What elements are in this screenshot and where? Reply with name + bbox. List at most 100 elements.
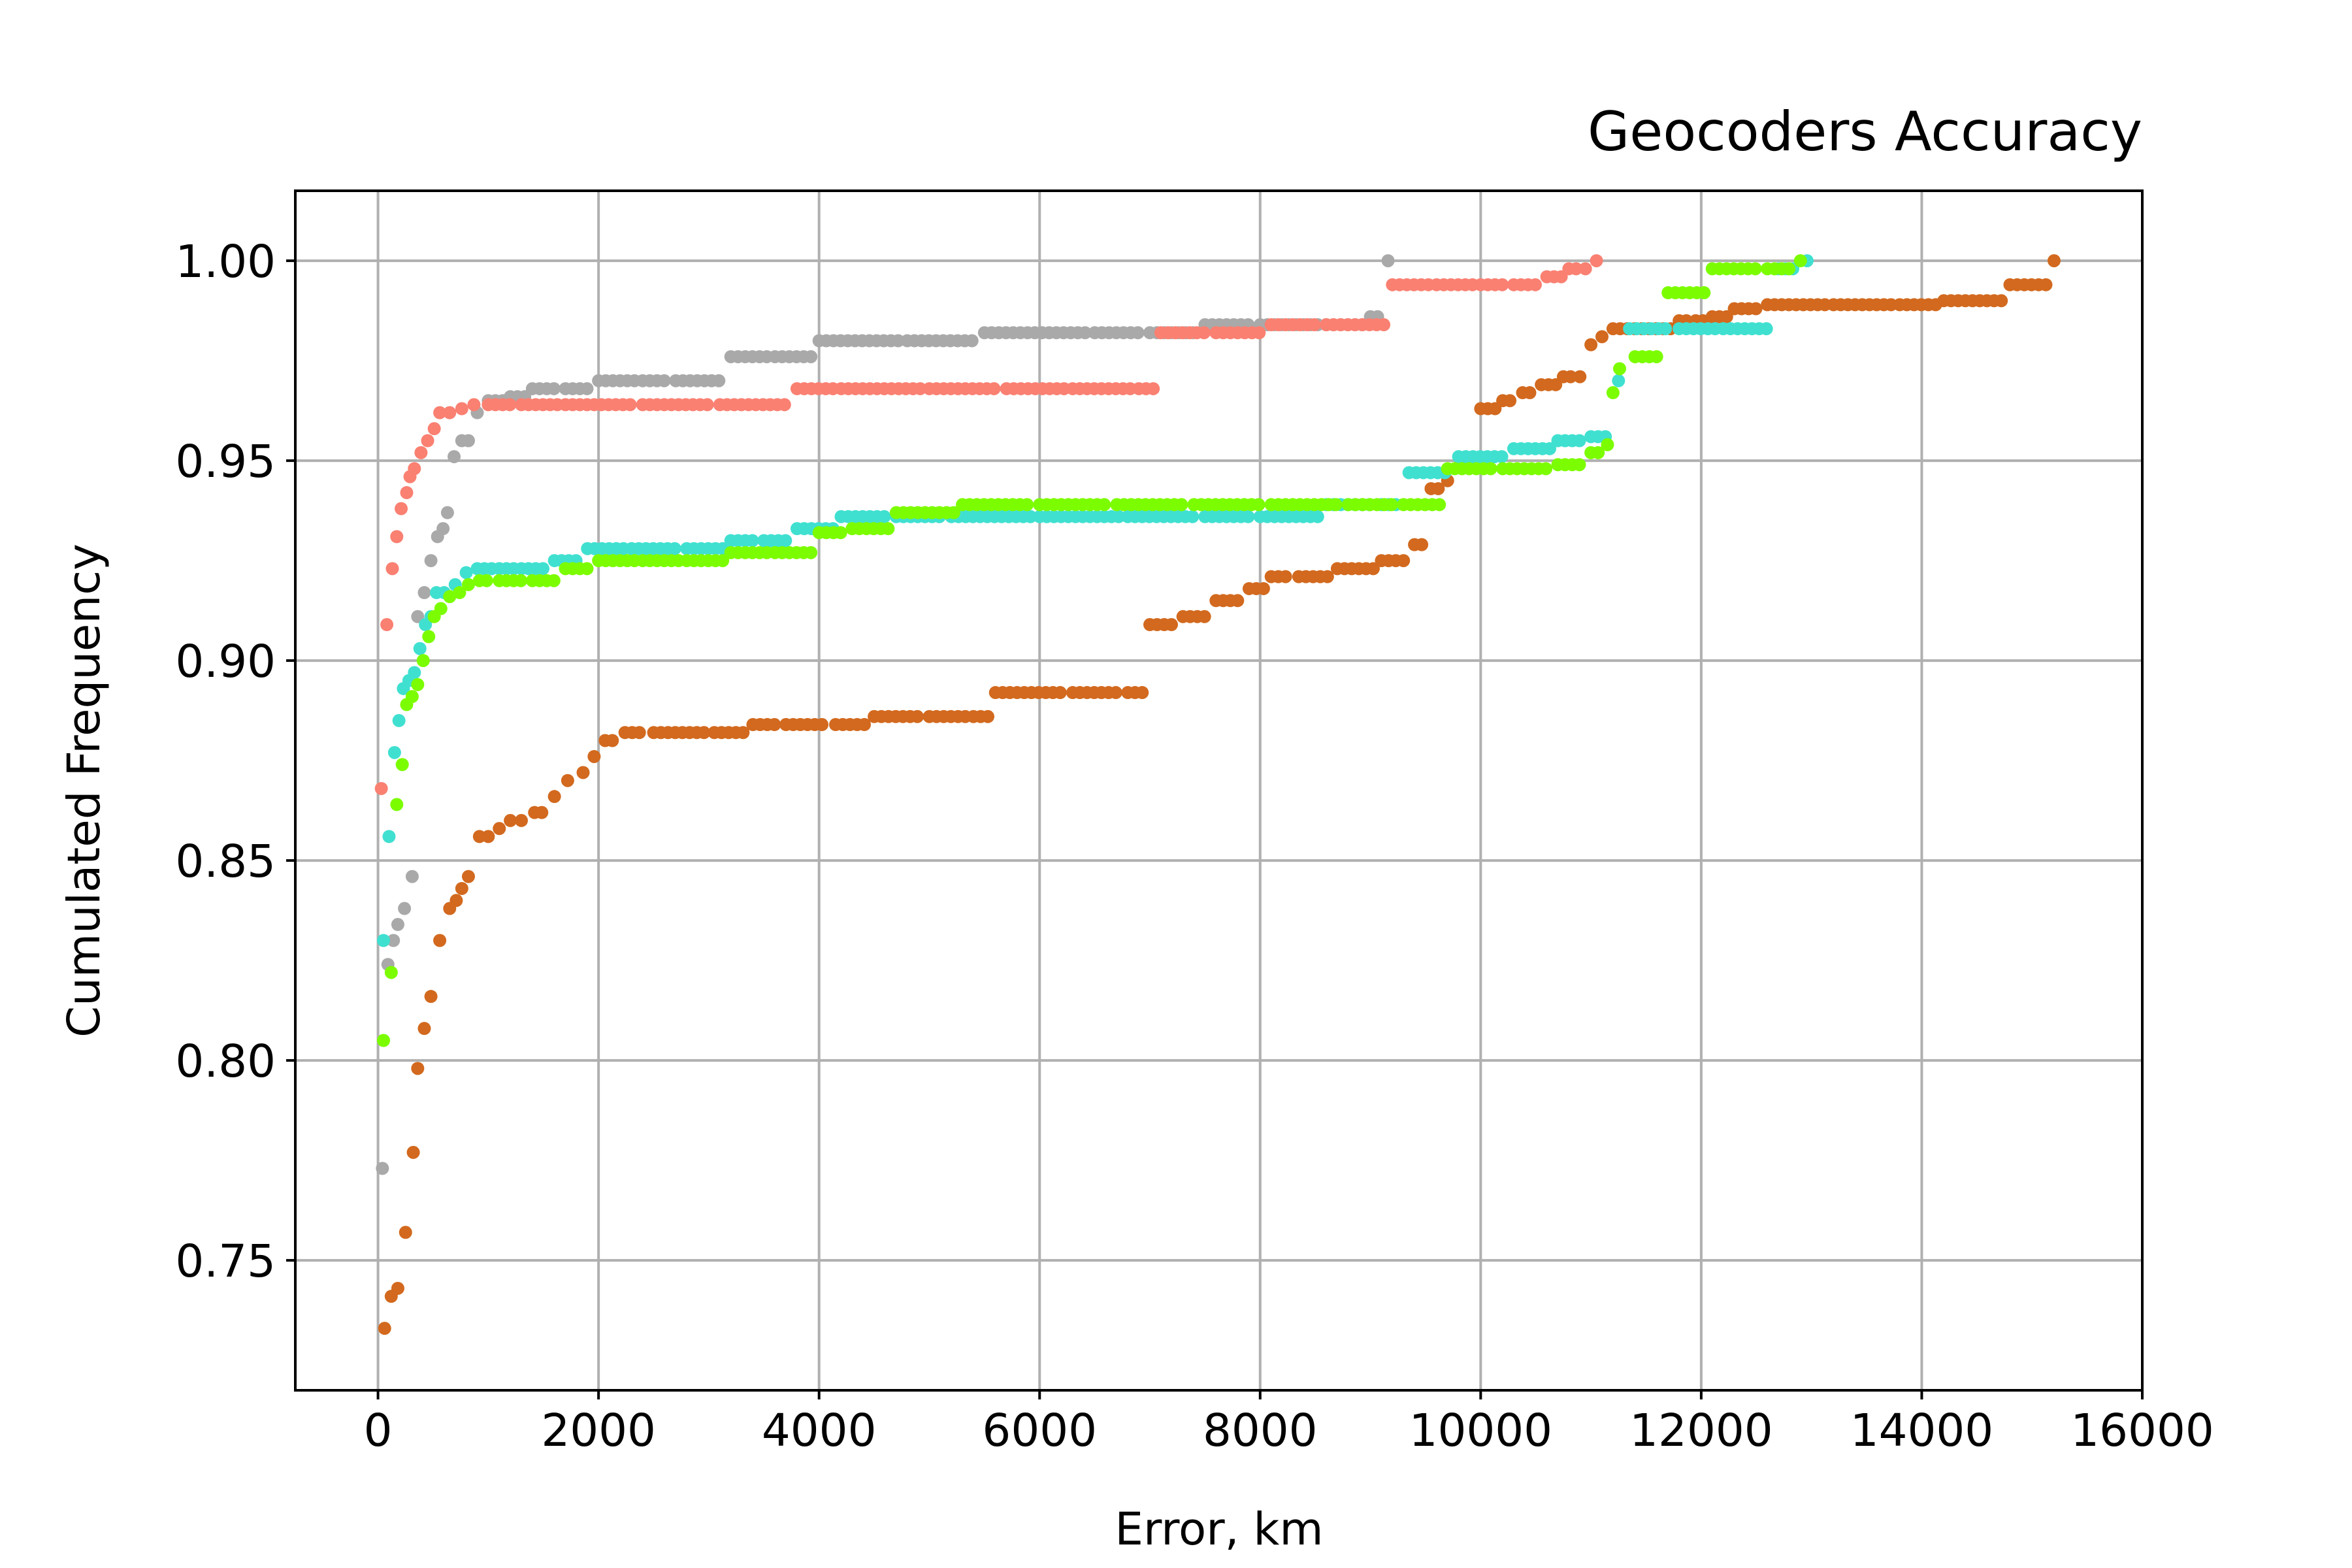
data-point-run	[1307, 318, 1321, 332]
data-point	[392, 713, 406, 727]
data-point-run	[1112, 510, 1126, 523]
data-point	[398, 902, 412, 915]
data-point	[374, 781, 388, 795]
data-point	[482, 830, 495, 843]
data-point-run	[981, 710, 994, 723]
data-point	[399, 1226, 412, 1239]
data-point-run	[1147, 382, 1160, 395]
data-point	[384, 966, 398, 979]
data-point-run	[1697, 286, 1711, 300]
series-2	[374, 254, 1603, 795]
data-point-run	[547, 574, 561, 587]
data-point-run	[2039, 278, 2053, 291]
data-point	[414, 446, 428, 459]
data-point-run	[1384, 498, 1398, 512]
data-point-run	[1573, 434, 1586, 448]
data-point	[1578, 262, 1592, 276]
data-point	[467, 398, 481, 412]
data-point-run	[1231, 594, 1245, 608]
x-tick-label: 16000	[2070, 1405, 2214, 1457]
data-point-run	[580, 562, 594, 576]
data-point	[461, 870, 475, 883]
data-point-run	[657, 374, 671, 387]
data-point-run	[1098, 498, 1111, 512]
series-0	[378, 254, 2061, 1335]
data-point	[417, 1022, 431, 1036]
data-point	[380, 618, 394, 632]
data-point	[408, 666, 421, 679]
data-point	[1573, 370, 1587, 384]
data-point	[408, 462, 421, 476]
data-point-run	[1539, 462, 1553, 476]
data-point	[1397, 554, 1411, 568]
x-tick-label: 0	[364, 1405, 393, 1457]
data-series	[374, 254, 2061, 1335]
data-point-run	[1659, 322, 1673, 336]
data-point-run	[1241, 510, 1255, 523]
x-axis-label: Error, km	[1115, 1503, 1323, 1556]
data-point-run	[1484, 462, 1497, 476]
data-point-run	[1748, 262, 1762, 276]
data-point	[504, 813, 517, 827]
data-point-run	[1415, 538, 1429, 551]
data-point-run	[815, 718, 829, 732]
x-tick-label: 4000	[762, 1405, 877, 1457]
data-point-run	[891, 334, 905, 348]
data-point	[453, 586, 466, 600]
data-point	[395, 758, 409, 772]
data-point	[1606, 386, 1620, 400]
data-point-run	[632, 726, 646, 740]
data-point	[422, 630, 436, 644]
data-point	[1793, 254, 1807, 268]
data-point	[387, 934, 400, 947]
y-tick-label: 0.90	[175, 636, 276, 688]
data-point-run	[1995, 294, 2008, 308]
data-point	[547, 790, 561, 804]
data-point-run	[834, 526, 847, 540]
data-point	[390, 798, 404, 811]
data-point	[405, 870, 419, 883]
data-point	[440, 506, 454, 519]
y-tick-label: 0.85	[175, 836, 276, 888]
data-point	[459, 566, 473, 580]
series-3	[377, 254, 1814, 947]
y-tick-label: 0.75	[175, 1235, 276, 1288]
data-point-run	[1078, 326, 1092, 340]
data-point-run	[1543, 442, 1556, 455]
y-tick-label: 0.95	[175, 436, 276, 488]
data-point-run	[736, 726, 750, 740]
data-point-run	[1366, 562, 1380, 576]
data-point	[424, 554, 438, 568]
data-point-run	[779, 534, 792, 547]
data-point-run	[1024, 510, 1037, 523]
data-point	[377, 934, 391, 947]
data-point-run	[697, 726, 711, 740]
data-point	[449, 894, 463, 907]
data-point	[434, 602, 448, 615]
data-point	[377, 1034, 391, 1047]
data-point	[576, 766, 590, 779]
data-point-run	[1279, 570, 1292, 583]
data-point	[493, 822, 506, 836]
data-point-run	[1252, 498, 1266, 512]
data-point	[436, 522, 450, 536]
data-point-run	[913, 382, 927, 395]
data-point-run	[777, 398, 791, 412]
axis-ticks: 0 2000 4000 6000 8000 10000 12000 14000 16000 0.7…	[175, 236, 2213, 1457]
data-point-run	[580, 382, 594, 395]
data-point	[461, 434, 475, 448]
x-tick-label: 12000	[1629, 1405, 1773, 1457]
data-point-run	[606, 734, 619, 747]
data-point-run	[1198, 610, 1211, 623]
data-point	[514, 813, 528, 827]
data-point-run	[716, 554, 730, 568]
data-point	[376, 1162, 389, 1175]
data-point-run	[503, 398, 517, 412]
data-point	[385, 562, 399, 576]
data-point-run	[965, 334, 979, 348]
data-point	[424, 990, 438, 1004]
data-point-run	[712, 374, 726, 387]
data-point	[448, 449, 461, 463]
data-point-run	[1523, 386, 1537, 400]
